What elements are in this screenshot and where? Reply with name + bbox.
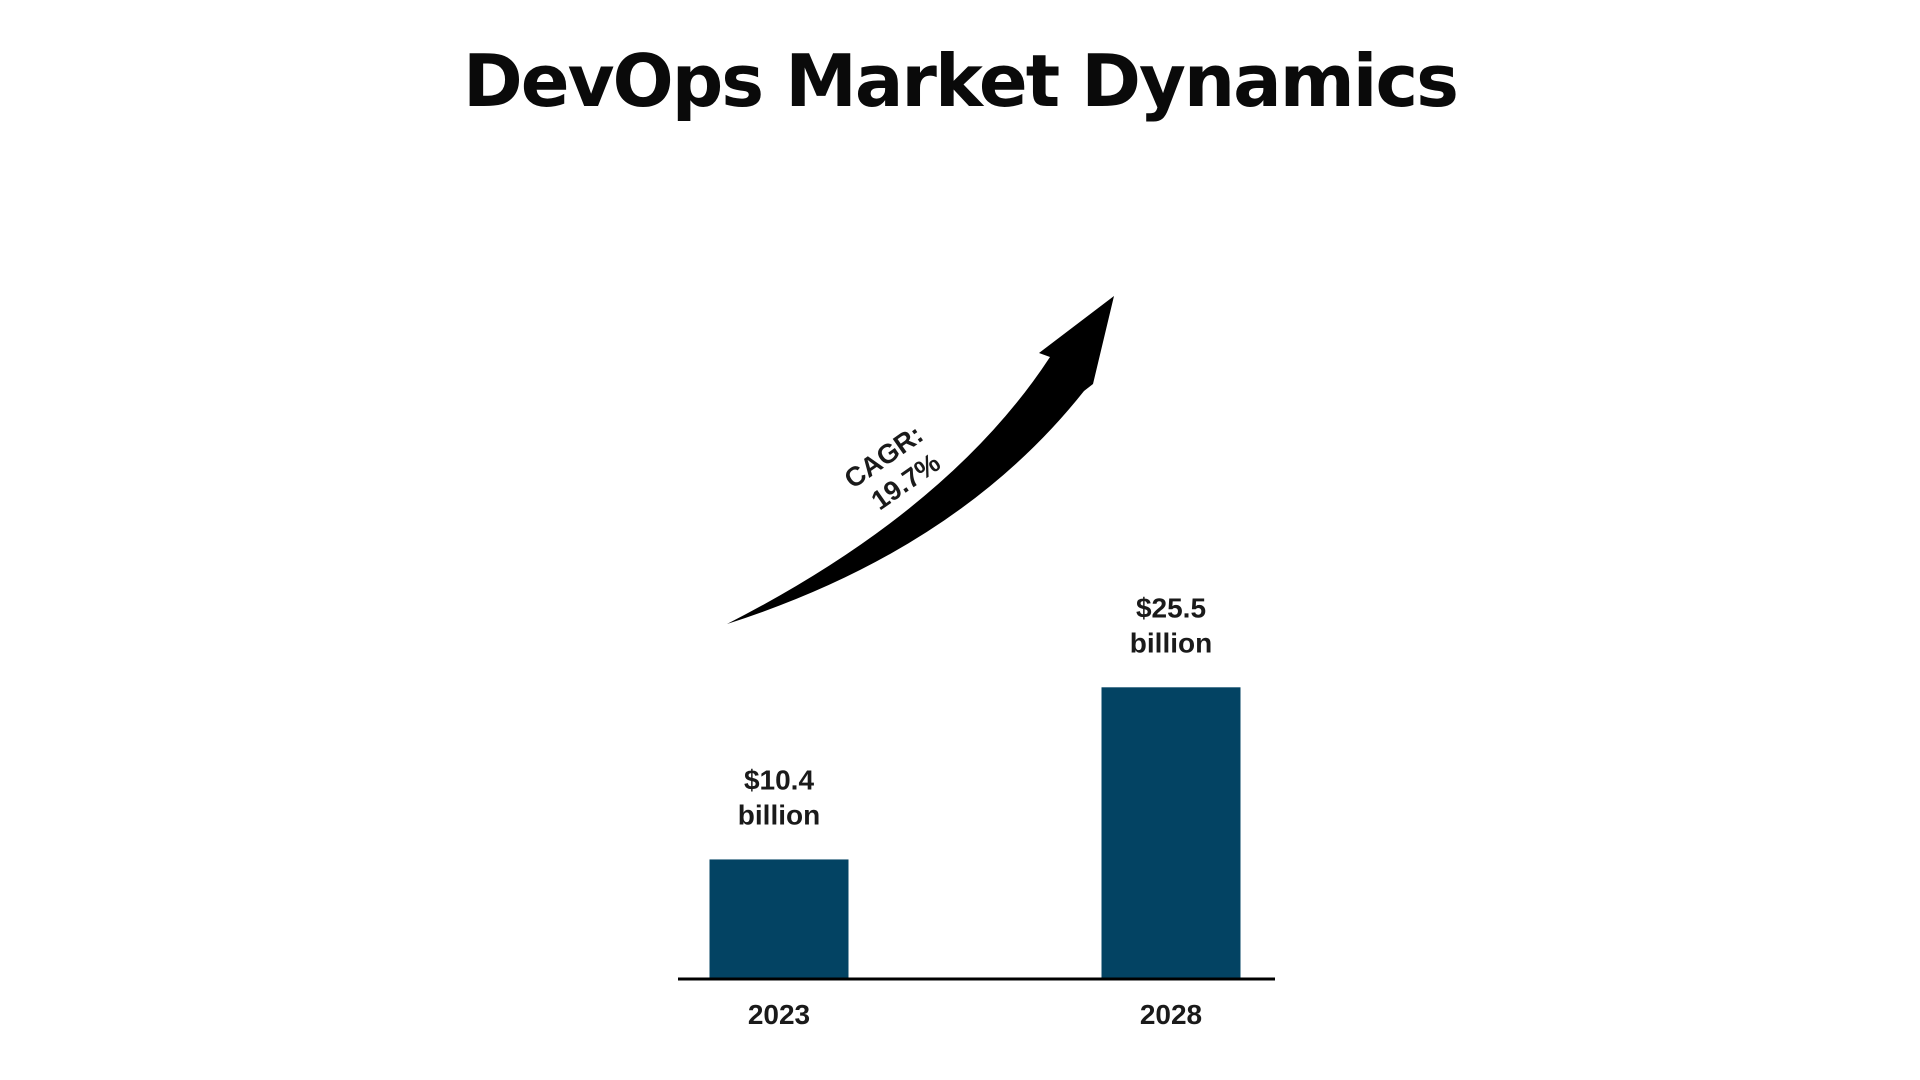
value-unit: billion [738,799,820,830]
value-amount: $10.4 [744,764,814,795]
value-unit: billion [1130,627,1212,658]
bar-2028 [1101,687,1241,978]
value-label-2028: $25.5 billion [1130,592,1212,658]
bar-2023 [709,859,849,978]
value-labels-group: $10.4 billion $25.5 billion [738,592,1212,830]
bars-group [709,687,1241,978]
category-labels-group: 2023 2028 [748,999,1202,1030]
value-label-2023: $10.4 billion [738,764,820,830]
growth-arrow [727,296,1114,624]
chart-title: DevOps Market Dynamics [463,39,1459,123]
x-tick-label-2023: 2023 [748,999,810,1030]
value-amount: $25.5 [1136,592,1206,623]
x-tick-label-2028: 2028 [1140,999,1202,1030]
